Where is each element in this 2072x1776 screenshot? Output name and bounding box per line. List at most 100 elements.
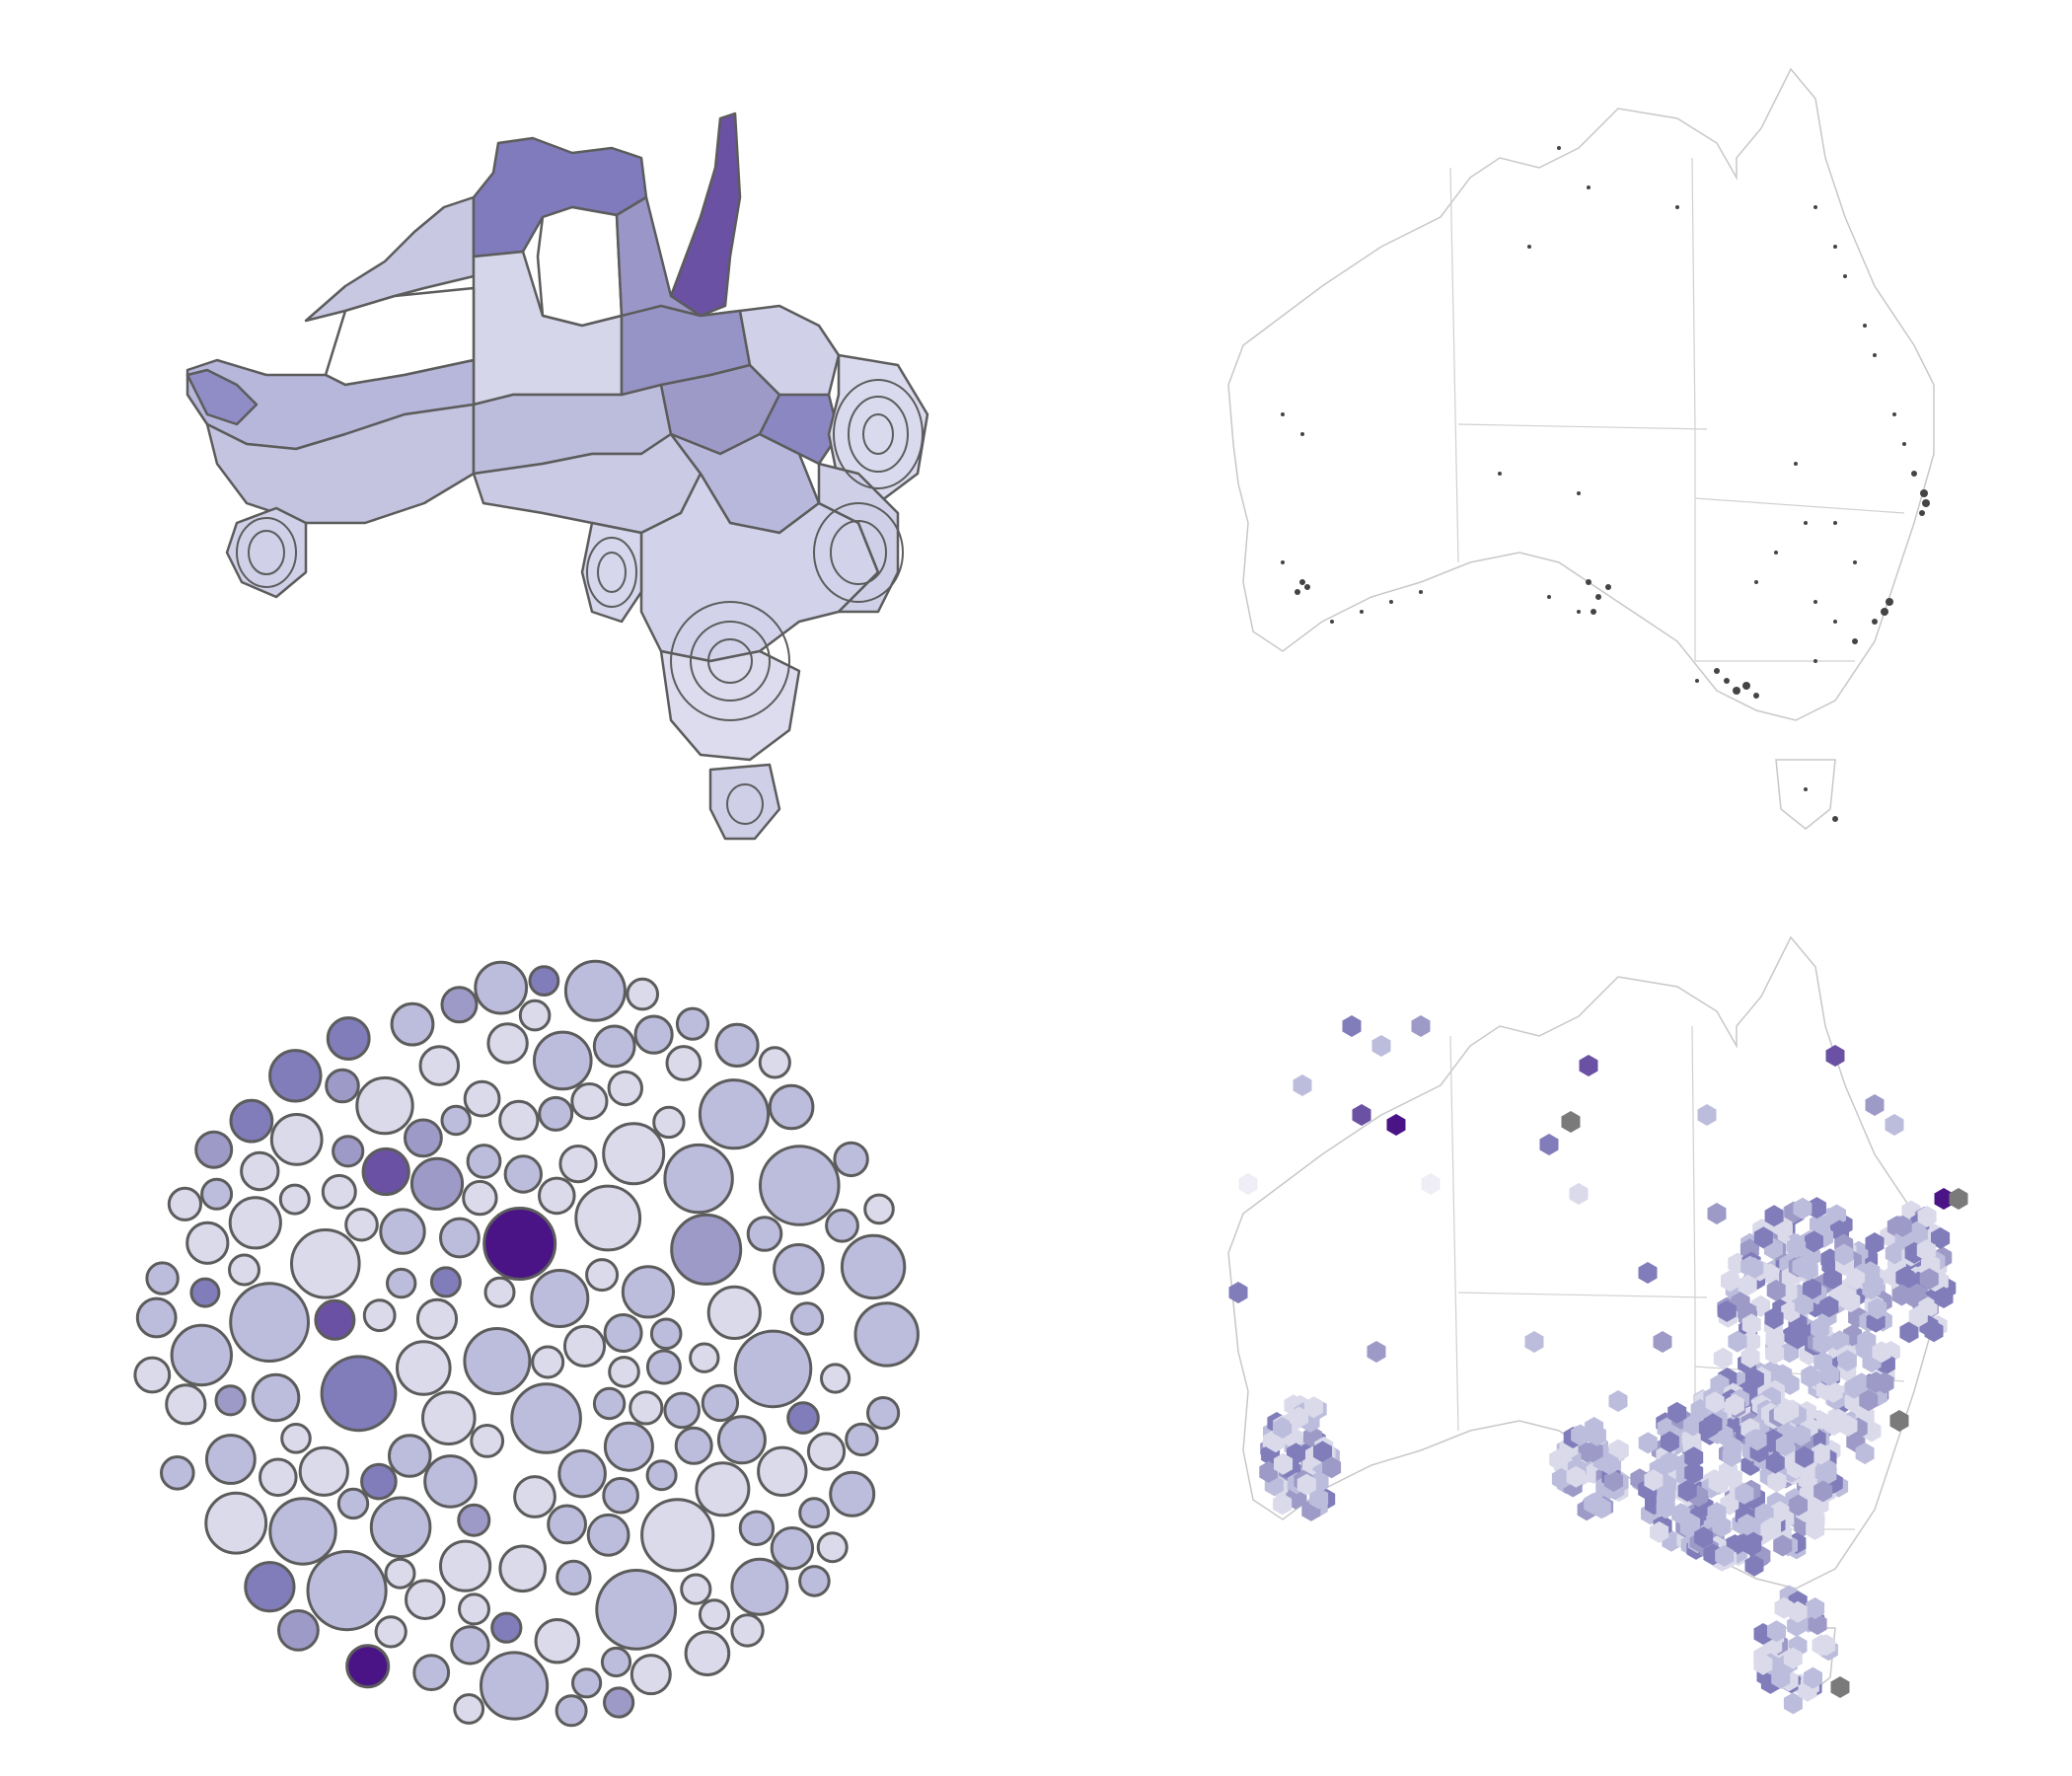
hex-cell xyxy=(1805,1230,1823,1253)
region-bubble xyxy=(695,1461,751,1517)
hex-cell xyxy=(1744,1554,1764,1577)
region-bubble xyxy=(746,1216,783,1252)
hex-cell xyxy=(1819,1364,1839,1386)
hex-cell xyxy=(1885,1114,1904,1136)
region-bubble xyxy=(194,1130,234,1169)
region-bubble xyxy=(453,1693,485,1725)
hex-cell xyxy=(1259,1460,1279,1483)
region-bubble xyxy=(421,1390,477,1446)
hex-cell xyxy=(1917,1206,1937,1227)
region-bubble xyxy=(845,1422,879,1457)
hex-cell xyxy=(1767,1620,1786,1643)
hex-cell xyxy=(1770,1501,1790,1523)
hex-cell xyxy=(1371,1035,1391,1057)
region-bubble xyxy=(409,1156,465,1211)
hex-cell-missing xyxy=(1561,1111,1581,1133)
hex-cell xyxy=(1875,1371,1894,1394)
region-bubble xyxy=(165,1383,207,1426)
hex-cell xyxy=(1834,1243,1854,1266)
region-bubble xyxy=(645,1349,682,1385)
region-pilbara-purple xyxy=(185,368,259,426)
hex-cell xyxy=(1753,1653,1773,1675)
region-bubble xyxy=(278,1183,311,1216)
hex-cell xyxy=(1524,1331,1544,1353)
hex-cell xyxy=(1899,1321,1919,1344)
region-bubble xyxy=(361,1147,410,1197)
hex-cell xyxy=(1806,1517,1825,1540)
hex-cell xyxy=(1764,1205,1784,1227)
region-bubble xyxy=(336,1487,370,1520)
hex-cell xyxy=(1767,1470,1787,1493)
hex-cell xyxy=(1290,1406,1308,1429)
region-bubble xyxy=(374,1615,407,1649)
hex-cell xyxy=(1717,1299,1737,1322)
hex-cell xyxy=(1721,1270,1739,1293)
region-bubble xyxy=(423,1454,478,1509)
hexbin-map xyxy=(1227,935,1968,1715)
region-bubble xyxy=(680,1573,712,1605)
hex-cell xyxy=(1715,1544,1735,1567)
region-bubble xyxy=(698,1078,771,1150)
region-bubble xyxy=(770,1526,815,1571)
region-victoria-bulge xyxy=(659,649,801,762)
hex-cell xyxy=(1741,1313,1761,1336)
region-bubble xyxy=(730,1613,765,1648)
hex-cell xyxy=(1846,1268,1866,1291)
region-bubble xyxy=(534,1618,580,1665)
region-bubble xyxy=(480,1651,550,1721)
hex-cell xyxy=(1656,1497,1675,1519)
region-bubble xyxy=(379,1208,426,1255)
region-bubble xyxy=(538,1176,576,1216)
region-bubble xyxy=(386,1267,417,1299)
region-bubble xyxy=(325,1068,360,1104)
hex-cell xyxy=(1608,1390,1628,1412)
region-bubble xyxy=(829,1470,876,1517)
hex-cell xyxy=(1891,1284,1911,1306)
region-bubble xyxy=(563,959,627,1022)
region-bubble xyxy=(621,1265,676,1319)
hex-cell xyxy=(1931,1226,1951,1249)
hex-cell xyxy=(1794,1294,1813,1316)
region-bubble xyxy=(530,1269,590,1328)
hex-cell xyxy=(1783,1647,1803,1669)
region-bubble xyxy=(863,1193,895,1225)
hex-cell xyxy=(1765,1328,1785,1351)
tasmania-outline xyxy=(1775,759,1836,830)
region-bubble xyxy=(462,1179,498,1217)
hex-cell xyxy=(1238,1173,1258,1195)
region-bubble xyxy=(773,1243,825,1295)
region-bubble xyxy=(229,1098,274,1144)
hex-cell xyxy=(1579,1055,1598,1076)
region-bubble xyxy=(600,1646,632,1678)
hex-cell xyxy=(1725,1393,1744,1416)
region-bubble xyxy=(204,1491,268,1555)
region-bubble xyxy=(738,1510,776,1546)
hex-cell xyxy=(1892,1215,1912,1237)
region-bubble xyxy=(145,1261,180,1295)
region-bubble xyxy=(268,1497,337,1566)
hex-cell xyxy=(1273,1417,1293,1439)
region-bubble xyxy=(244,1561,296,1613)
region-bubble xyxy=(531,1345,565,1379)
hex-cell xyxy=(1793,1197,1813,1220)
hex-cell xyxy=(1837,1350,1857,1372)
hex-cell xyxy=(1604,1470,1623,1492)
hex-cell xyxy=(1765,1451,1785,1474)
region-bubble xyxy=(528,965,560,997)
region-bubble xyxy=(555,1694,588,1728)
hex-cell xyxy=(1792,1424,1812,1446)
hex-cell xyxy=(1801,1366,1820,1388)
hex-cell xyxy=(1795,1445,1814,1468)
hex-cell xyxy=(1411,1015,1431,1037)
hex-cell xyxy=(1653,1331,1672,1353)
hex-cell xyxy=(1638,1432,1658,1454)
hex-cell xyxy=(1919,1268,1939,1291)
region-bubble xyxy=(603,1313,643,1353)
hex-cell xyxy=(1806,1597,1825,1619)
region-bubble xyxy=(633,1014,674,1055)
hex-cell xyxy=(1802,1278,1821,1300)
hex-cells xyxy=(1228,1015,1968,1715)
hex-cell xyxy=(1551,1467,1571,1490)
region-bubble xyxy=(592,1024,636,1069)
hex-cell xyxy=(1823,1414,1843,1437)
